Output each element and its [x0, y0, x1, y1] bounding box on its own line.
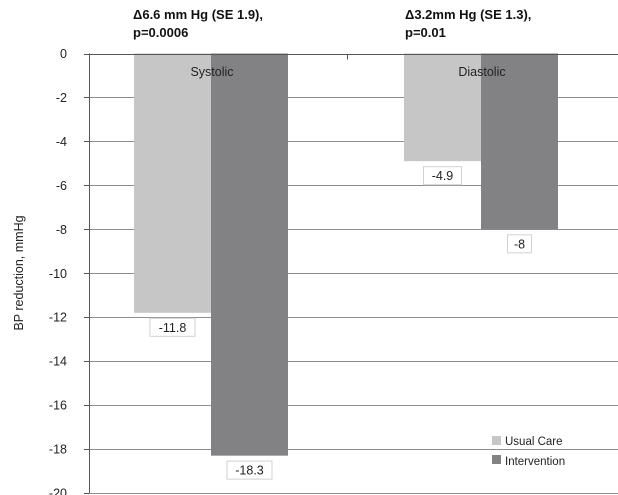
data-label-intervention-diastolic: -8: [514, 237, 525, 251]
y-tick-label: -6: [56, 179, 67, 193]
y-tick-label: -10: [49, 267, 67, 281]
axes: [89, 53, 618, 493]
data-label-usual-care-diastolic: -4.9: [432, 169, 454, 183]
legend: Usual Care Intervention: [492, 436, 565, 468]
data-label-intervention-systolic: -18.3: [235, 464, 264, 478]
category-label-systolic: Systolic: [190, 65, 233, 79]
y-tick-label: -8: [56, 223, 67, 237]
data-label-box: [149, 317, 196, 337]
y-tick-label: -20: [49, 487, 67, 495]
y-tick-label: -18: [49, 443, 67, 457]
bars: [134, 53, 558, 456]
annotation-systolic-line2: p=0.0006: [133, 25, 188, 40]
data-label-box: [507, 234, 532, 254]
y-tick-label: -14: [49, 355, 67, 369]
bar-usual-care-diastolic: [404, 53, 481, 162]
legend-label-intervention: Intervention: [505, 456, 565, 468]
bar-intervention-diastolic: [481, 53, 558, 230]
data-label-box: [226, 460, 273, 480]
bar-usual-care-systolic: [134, 53, 211, 313]
annotation-systolic-line1: Δ6.6 mm Hg (SE 1.9),: [133, 7, 263, 22]
y-tick-label: -12: [49, 311, 67, 325]
legend-swatch-intervention: [492, 455, 501, 464]
y-tick-label: -2: [56, 91, 67, 105]
y-tick-labels: 0 -2 -4 -6 -8 -10 -12 -14 -16 -18 -20: [49, 47, 89, 495]
legend-label-usual-care: Usual Care: [505, 436, 563, 448]
annotation-diastolic-line1: Δ3.2mm Hg (SE 1.3),: [405, 7, 531, 22]
data-label-box: [423, 166, 462, 186]
y-axis-label: BP reduction, mmHg: [12, 215, 26, 330]
bar-intervention-systolic: [211, 53, 288, 456]
y-tick-label: -16: [49, 399, 67, 413]
y-tick-label: -4: [56, 135, 67, 149]
annotation-diastolic-line2: p=0.01: [405, 25, 446, 40]
legend-swatch-usual-care: [492, 436, 501, 445]
data-label-usual-care-systolic: -11.8: [159, 321, 187, 335]
category-label-diastolic: Diastolic: [458, 65, 505, 79]
data-labels: -11.8 -4.9 -18.3 -8: [149, 166, 532, 480]
y-tick-label: 0: [60, 47, 67, 61]
